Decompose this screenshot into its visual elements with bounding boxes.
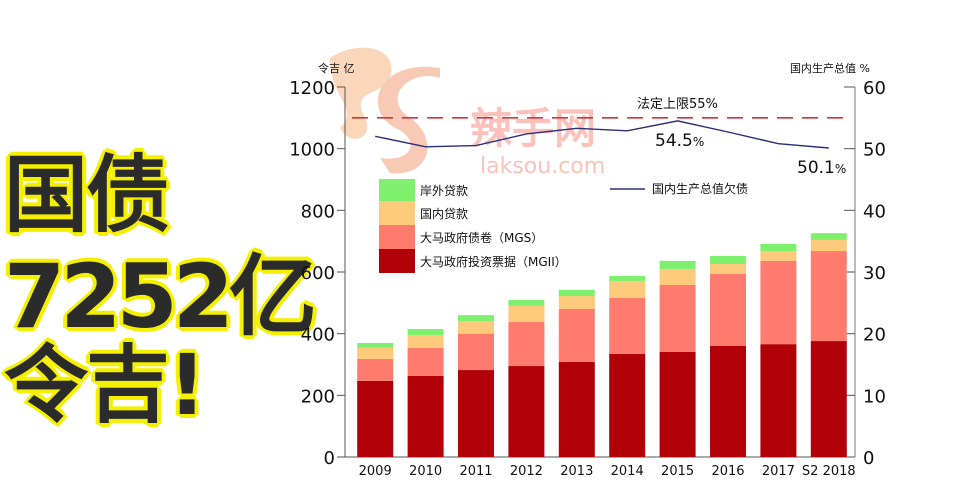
x-tick-label: 2013 <box>560 464 593 479</box>
bar-segment-mgs <box>458 333 494 371</box>
bar-segment-offshore_loans <box>810 233 847 240</box>
left-tick-label: 1200 <box>289 78 335 99</box>
x-axis-labels: 2009 2010 2011 2012 2013 2014 2015 2016 2017 S2 2… <box>359 464 856 479</box>
bar-segment-offshore_loans <box>609 276 646 281</box>
bar-segment-mgii <box>558 362 595 457</box>
right-tick-label: 20 <box>863 325 886 346</box>
bar-segment-offshore_loans <box>357 342 394 348</box>
legend-swatch-domestic <box>379 201 415 225</box>
right-tick-label: 60 <box>863 78 886 99</box>
bar-segment-mgii <box>357 380 394 457</box>
legend-label-debt-line: 国内生产总值欠债 <box>652 181 748 196</box>
bar-segment-domestic_loans <box>710 263 746 274</box>
headline-line-2: 7252亿 <box>4 245 317 348</box>
right-axis-title: 国内生产总值 % <box>790 61 870 75</box>
bar-segment-domestic_loans <box>609 280 646 298</box>
x-tick-label: 2017 <box>762 464 795 479</box>
annotation-2018: 50.1% <box>797 158 846 178</box>
right-tick-label: 0 <box>863 448 874 469</box>
bar-segment-mgs <box>760 260 797 345</box>
right-tick-label: 40 <box>863 201 886 222</box>
bar-segment-offshore_loans <box>508 300 545 306</box>
annotation-2015: 54.5% <box>655 131 704 151</box>
bar-segment-mgii <box>710 346 746 457</box>
bar-segment-offshore_loans <box>710 255 746 264</box>
x-tick-label: 2010 <box>409 464 442 479</box>
x-tick-label: 2015 <box>661 464 694 479</box>
left-tick-label: 400 <box>301 325 335 346</box>
bar-segment-mgs <box>659 284 696 352</box>
legal-limit-label: 法定上限55% <box>637 97 718 112</box>
bar-segment-offshore_loans <box>558 289 595 297</box>
bar-segment-domestic_loans <box>508 305 545 322</box>
bar-segment-domestic_loans <box>659 268 696 285</box>
x-tick-label: 2012 <box>510 464 543 479</box>
bar-segment-mgs <box>609 297 646 355</box>
bar-segment-mgs <box>810 251 847 342</box>
left-tick-label: 600 <box>301 263 335 284</box>
right-axis: 0 10 20 30 40 50 60 <box>844 78 886 469</box>
bar-segment-mgii <box>810 341 847 457</box>
left-axis-title: 令吉 亿 <box>318 61 355 75</box>
left-tick-label: 800 <box>301 201 335 222</box>
bar-segment-mgii <box>659 351 696 457</box>
legend-swatch-mgs <box>379 225 415 249</box>
bar-segment-domestic_loans <box>558 296 595 309</box>
left-tick-label: 200 <box>301 386 335 407</box>
debt-to-gdp-line <box>375 120 829 149</box>
headline-line-1: 国债 <box>4 146 170 244</box>
legend-label-mgs: 大马政府债卷（MGS） <box>420 230 543 245</box>
legend: 岸外贷款 国内贷款 大马政府债卷（MGS） 大马政府投资票据（MGII） 国内生… <box>379 179 748 273</box>
headline-line-3: 令吉! <box>4 336 206 434</box>
bar-segment-offshore_loans <box>659 260 696 269</box>
bar-segment-offshore_loans <box>760 243 797 252</box>
bar-segment-mgs <box>508 321 545 367</box>
bar-segment-mgs <box>710 273 746 346</box>
x-tick-label: 2014 <box>611 464 644 479</box>
bar-segment-mgii <box>760 344 797 457</box>
bar-segment-mgii <box>609 354 646 457</box>
bar-segment-domestic_loans <box>357 347 394 359</box>
x-tick-label: S2 2018 <box>802 464 856 479</box>
bar-segment-mgii <box>508 366 545 457</box>
bar-segment-domestic_loans <box>407 335 444 348</box>
stacked-bars <box>357 233 847 457</box>
legend-label-offshore: 岸外贷款 <box>420 184 468 198</box>
bar-segment-domestic_loans <box>458 321 494 334</box>
left-axis: 0 200 400 600 800 1000 1200 <box>289 78 855 469</box>
x-tick-label: 2009 <box>359 464 392 479</box>
legend-swatch-mgii <box>379 249 415 273</box>
right-tick-label: 50 <box>863 140 886 161</box>
bar-segment-offshore_loans <box>407 329 444 336</box>
bar-segment-mgii <box>458 370 494 457</box>
bar-segment-domestic_loans <box>810 239 847 252</box>
right-tick-label: 10 <box>863 386 886 407</box>
x-tick-label: 2011 <box>459 464 492 479</box>
legend-label-domestic: 国内贷款 <box>420 207 468 221</box>
bar-segment-mgs <box>357 358 394 381</box>
x-tick-label: 2016 <box>711 464 744 479</box>
right-tick-label: 30 <box>863 263 886 284</box>
legend-label-mgii: 大马政府投资票据（MGII） <box>420 254 567 269</box>
left-tick-label: 0 <box>324 448 335 469</box>
left-tick-label: 1000 <box>289 140 335 161</box>
bar-segment-mgs <box>558 309 595 363</box>
bar-segment-mgs <box>407 347 444 376</box>
bar-segment-offshore_loans <box>458 315 494 322</box>
bar-segment-domestic_loans <box>760 251 797 261</box>
legend-swatch-offshore <box>379 179 415 201</box>
bar-segment-mgii <box>407 375 444 457</box>
